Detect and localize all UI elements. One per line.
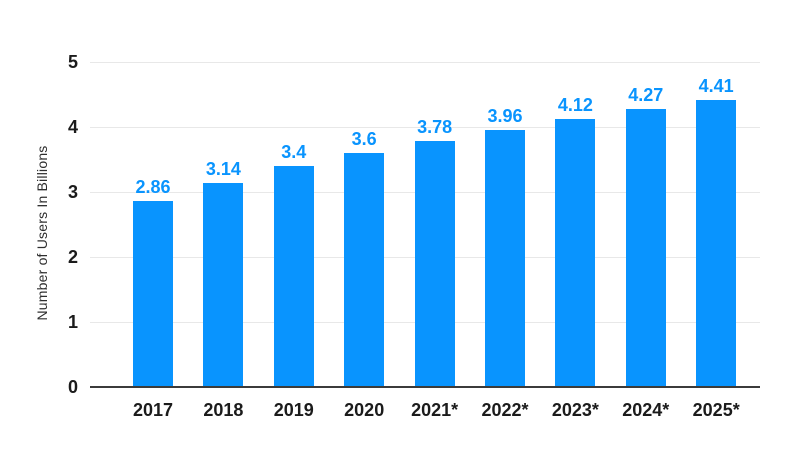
gridline-4 xyxy=(90,127,760,128)
value-label-2025: 4.41 xyxy=(698,76,734,96)
value-label-2020: 3.6 xyxy=(351,129,377,149)
y-tick-label-0: 0 xyxy=(67,377,78,397)
bar-2023 xyxy=(555,119,596,387)
x-axis-line xyxy=(90,386,760,388)
bar-2019 xyxy=(273,166,314,387)
y-tick-label-2: 2 xyxy=(67,247,78,267)
value-label-2017: 2.86 xyxy=(135,177,171,197)
y-tick-label-1: 1 xyxy=(67,312,78,332)
bar-2022 xyxy=(485,130,525,387)
value-label-2022: 3.96 xyxy=(487,106,523,126)
y-axis-title: Number of Users In Billions xyxy=(34,145,50,321)
bar-2018 xyxy=(203,183,244,387)
y-tick-label-4: 4 xyxy=(67,117,78,137)
x-tick-label-2021: 2021* xyxy=(411,400,459,420)
x-tick-label-2017: 2017 xyxy=(132,400,174,420)
value-label-2023: 4.12 xyxy=(557,95,593,115)
bar-2024 xyxy=(625,109,666,387)
x-tick-label-2023: 2023* xyxy=(551,400,599,420)
x-tick-label-2020: 2020 xyxy=(344,400,385,420)
x-tick-label-2025: 2025* xyxy=(692,400,740,420)
value-label-2024: 4.27 xyxy=(628,85,664,105)
x-tick-label-2024: 2024* xyxy=(622,400,670,420)
y-tick-label-3: 3 xyxy=(67,182,78,202)
plot-area: 2.86 2017 3.14 2018 3.4 2019 3.6 2020 3.78 2021* 3… xyxy=(90,62,760,420)
x-tick-label-2022: 2022* xyxy=(481,400,529,420)
value-label-2019: 3.4 xyxy=(281,142,307,162)
bar-2017 xyxy=(133,201,173,387)
bar-2025 xyxy=(696,100,737,387)
value-label-2018: 3.14 xyxy=(205,159,241,179)
y-tick-label-5: 5 xyxy=(67,52,78,72)
value-label-2021: 3.78 xyxy=(417,117,453,137)
x-tick-label-2018: 2018 xyxy=(203,400,244,420)
gridline-5 xyxy=(90,62,760,63)
bar-2020 xyxy=(344,153,385,387)
bar-2021 xyxy=(414,141,455,387)
x-tick-label-2019: 2019 xyxy=(273,400,314,420)
